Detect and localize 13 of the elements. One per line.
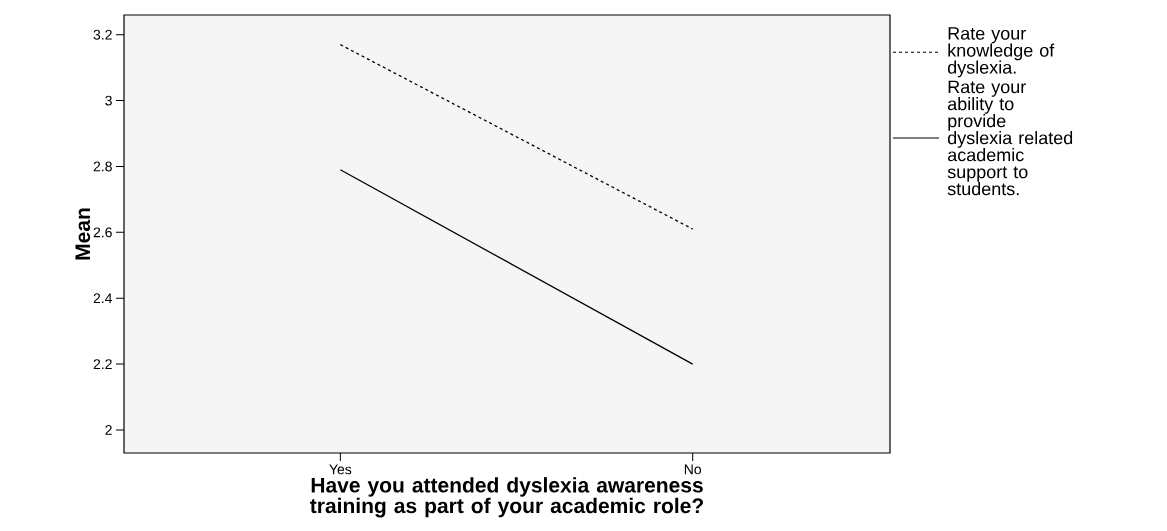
legend-label: Rate your knowledge of dyslexia.: [947, 27, 1055, 78]
x-tick-label: No: [684, 464, 702, 475]
y-tick-label: 2.4: [93, 293, 113, 304]
legend-label: Rate your ability to provide dyslexia related academic support to students.: [947, 80, 1073, 196]
y-tick-label: 2.2: [93, 359, 112, 369]
x-axis-title: Have you attended dyslexia awareness training as part of your academic role?: [310, 477, 703, 518]
y-tick-label: 3: [105, 95, 112, 106]
y-tick-label: 3.2: [93, 29, 112, 40]
y-tick-label: 2.6: [93, 227, 112, 238]
y-tick-label: 2.8: [93, 161, 112, 172]
y-axis-title: Mean: [75, 208, 91, 260]
y-tick-label: 2: [105, 425, 112, 435]
x-tick-label: Yes: [329, 464, 352, 475]
